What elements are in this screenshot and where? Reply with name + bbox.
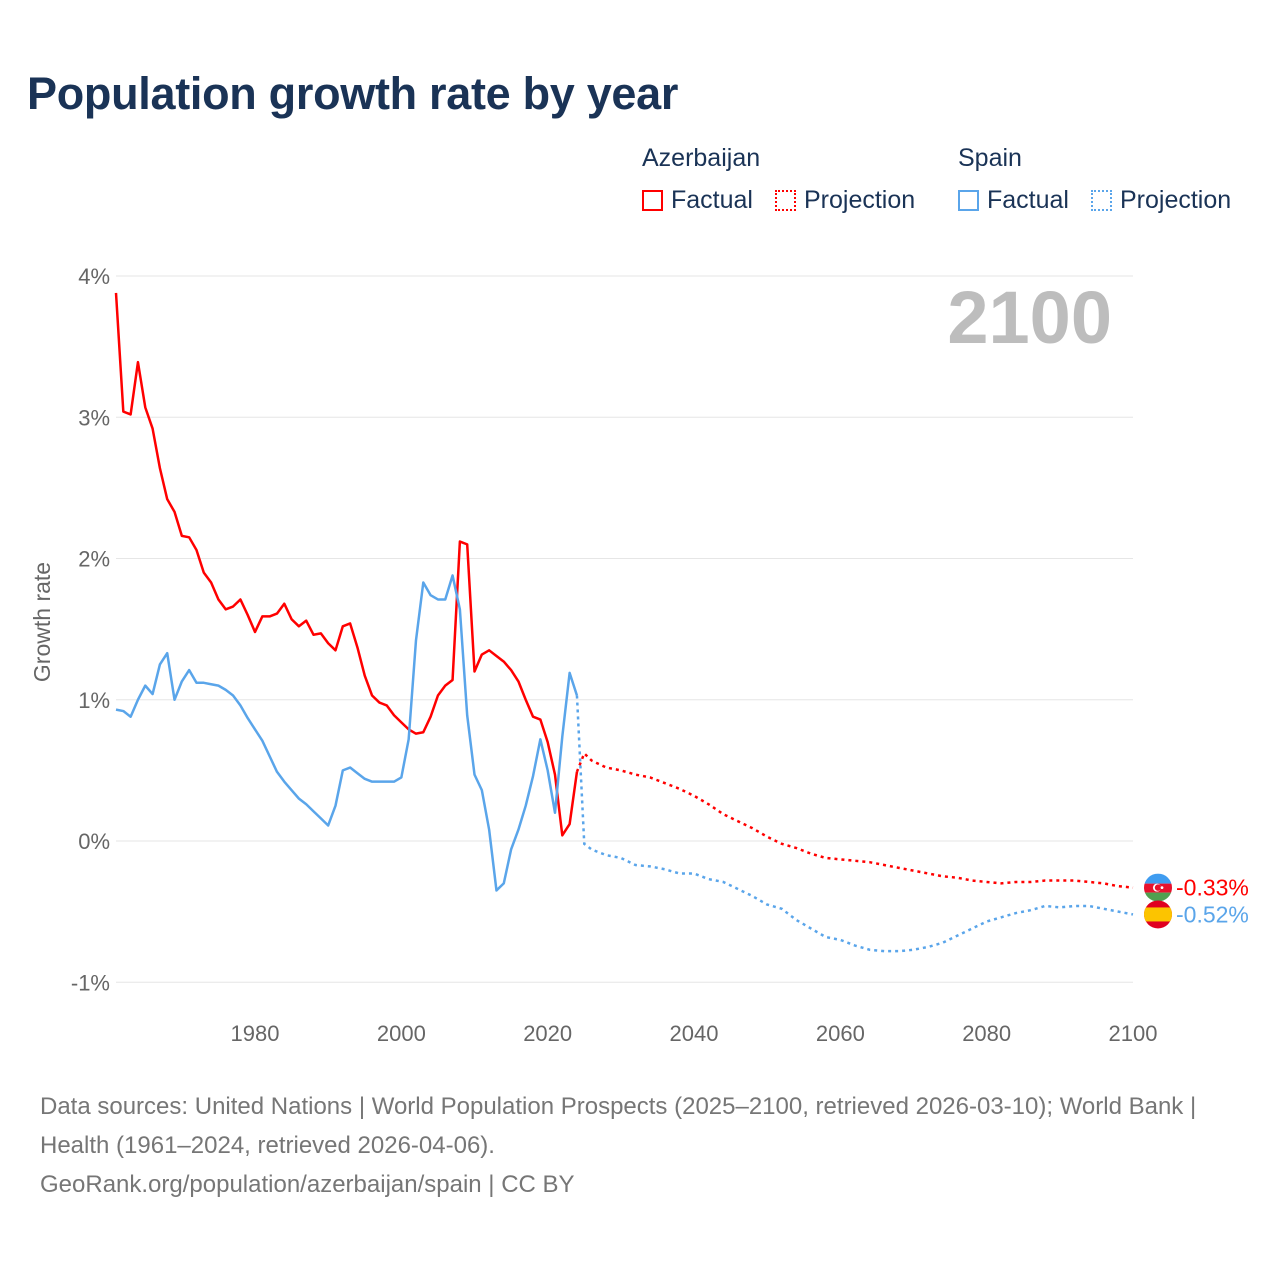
y-tick-label: -1% (71, 970, 110, 995)
flag-body (1144, 900, 1172, 929)
spain-flag-icon (1144, 900, 1172, 929)
y-axis-label: Growth rate (29, 562, 55, 682)
azerbaijan-factual-line (114, 292, 579, 837)
y-tick-label: 3% (78, 405, 110, 430)
y-tick-label: 0% (78, 829, 110, 854)
flag-body (1144, 873, 1172, 902)
footer: Data sources: United Nations | World Pop… (40, 1087, 1240, 1204)
legend-item-azerbaijan-projection[interactable]: Projection (775, 186, 915, 215)
spain-projection-line (575, 695, 1134, 953)
legend-item-spain-projection[interactable]: Projection (1091, 186, 1231, 215)
y-tick-label: 4% (78, 264, 110, 289)
flag-stripe-yellow (1144, 907, 1172, 922)
azerbaijan-flag-icon (1144, 873, 1172, 902)
x-tick-label: 2080 (962, 1021, 1011, 1046)
legend-label: Factual (671, 186, 753, 214)
x-tick-label: 2000 (377, 1021, 426, 1046)
year-overlay: 2100 (947, 276, 1112, 359)
solid-swatch-icon (642, 190, 663, 211)
x-tick-label: 1980 (231, 1021, 280, 1046)
dotted-swatch-icon (775, 190, 796, 211)
legend-country-name: Azerbaijan (642, 144, 761, 172)
x-tick-label: 2020 (523, 1021, 572, 1046)
legend-country-name: Spain (958, 144, 1022, 172)
azerbaijan-end-value-label: -0.33% (1176, 875, 1249, 901)
legend-label: Factual (987, 186, 1069, 214)
y-tick-label: 1% (78, 688, 110, 713)
azerbaijan-projection-line (575, 751, 1134, 889)
flag-stripe-green (1144, 892, 1172, 902)
x-tick-label: 2100 (1109, 1021, 1158, 1046)
legend-label: Projection (804, 186, 916, 214)
dotted-swatch-icon (1091, 190, 1112, 211)
spain-factual-line (115, 574, 579, 892)
crescent-cut (1154, 884, 1162, 891)
flag-stripe-blue (1144, 873, 1172, 884)
solid-swatch-icon (958, 190, 979, 211)
chart-title: Population growth rate by year (27, 68, 679, 119)
data-sources: Data sources: United Nations | World Pop… (40, 1093, 1197, 1159)
x-tick-label: 2040 (670, 1021, 719, 1046)
x-tick-label: 2060 (816, 1021, 865, 1046)
y-tick-label: 2% (78, 547, 110, 572)
legend-label: Projection (1120, 186, 1232, 214)
credit-link[interactable]: GeoRank.org/population/azerbaijan/spain … (40, 1171, 575, 1198)
spain-end-value-label: -0.52% (1176, 901, 1249, 927)
legend-item-azerbaijan-factual[interactable]: Factual (642, 186, 753, 215)
legend-item-spain-factual[interactable]: Factual (958, 186, 1069, 215)
star-icon (1160, 886, 1164, 890)
